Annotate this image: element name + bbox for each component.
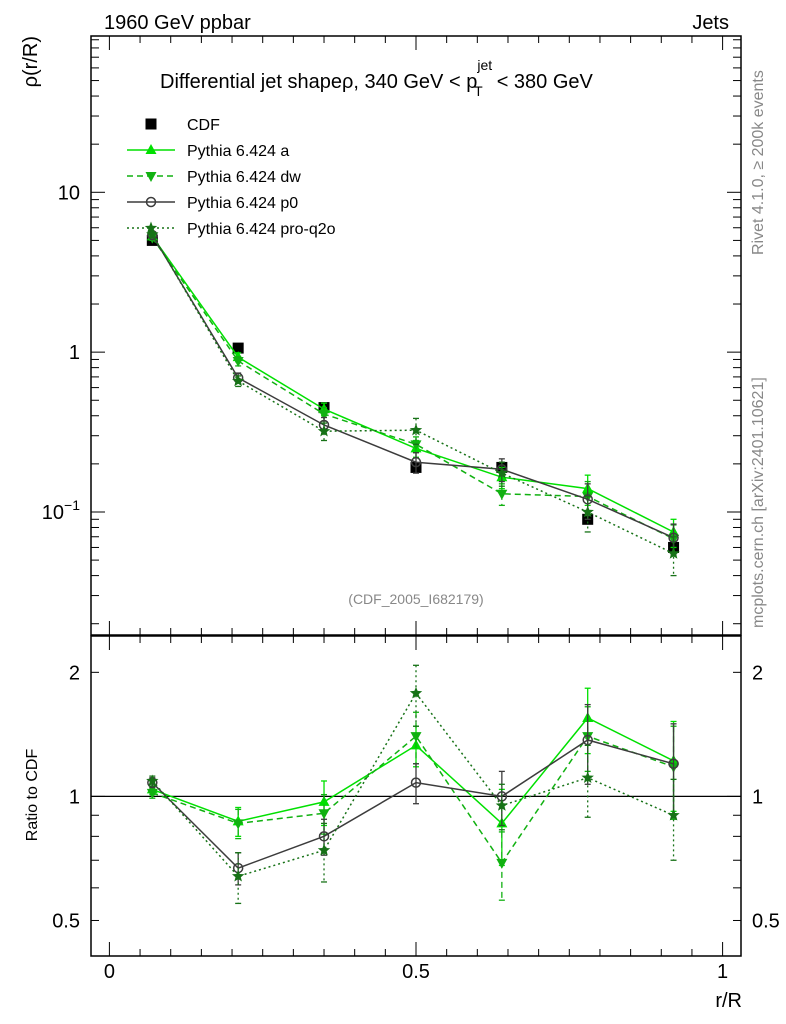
marker-star	[495, 466, 508, 479]
marker-circle-open	[410, 456, 422, 468]
legend-item-0: CDF	[145, 117, 220, 134]
marker-circle-open	[582, 494, 593, 505]
marker-triangle-up	[318, 795, 330, 806]
legend: CDF Pythia 6.424 a Pythia 6.424 dw Pythia 6…	[127, 117, 336, 238]
legend-label: CDF	[187, 117, 220, 134]
marker-triangle-up	[145, 144, 157, 154]
y-tick-label: 2	[69, 662, 80, 684]
marker-star	[232, 869, 245, 882]
y-tick-label-right: 2	[752, 662, 763, 684]
legend-label: Pythia 6.424 pro-q2o	[187, 221, 336, 238]
y-tick-label: 1	[69, 786, 80, 808]
y-tick-label-right: 1	[752, 786, 763, 808]
x-axis-label: r/R	[715, 990, 742, 1012]
marker-star	[146, 774, 159, 787]
marker-square	[232, 342, 244, 354]
rivet-label: Rivet 4.1.0, ≥ 200k events	[750, 70, 767, 255]
marker-triangle-down	[496, 858, 508, 869]
header-right: Jets	[692, 12, 729, 34]
title-suffix: < 380 GeV	[497, 71, 594, 93]
legend-item-2: Pythia 6.424 dw	[127, 169, 301, 186]
series-line	[151, 234, 674, 555]
legend-item-1: Pythia 6.424 a	[127, 143, 289, 160]
series-ratio-1	[146, 706, 680, 901]
legend-item-4: Pythia 6.424 pro-q2o	[127, 221, 336, 238]
x-tick-label: 0	[104, 961, 115, 983]
marker-triangle-down	[410, 440, 422, 451]
y-axis-label-main: ρ(r/R)	[20, 36, 42, 87]
marker-star	[667, 547, 680, 559]
marker-triangle-down	[318, 410, 330, 421]
series-line	[152, 735, 674, 865]
axis-ticks: 10 1 10−1 2 2 1 1 0.5 0.5 0 0.5 1	[42, 36, 780, 983]
main-plot-series	[146, 227, 680, 577]
mcplots-label: mcplots.cern.ch [arXiv:2401.10621]	[750, 377, 767, 628]
series-ratio-2	[147, 703, 679, 886]
marker-star	[581, 771, 594, 783]
marker-triangle-down	[145, 172, 157, 182]
title-sup: jet	[476, 57, 492, 73]
marker-circle-open	[145, 196, 157, 208]
series-main-2	[146, 233, 680, 557]
marker-circle-open	[668, 758, 679, 770]
series-main-4	[146, 227, 680, 577]
legend-label: Pythia 6.424 p0	[187, 195, 298, 212]
marker-triangle-down	[232, 357, 244, 368]
marker-triangle-down	[232, 819, 244, 830]
marker-triangle-down	[496, 489, 508, 500]
y-axis-label-ratio: Ratio to CDF	[24, 749, 41, 842]
ratio-plot-series	[91, 664, 741, 905]
series-line	[151, 235, 674, 533]
y-tick-label: 10−1	[42, 497, 80, 524]
marker-circle-open	[582, 734, 593, 746]
marker-triangle-down	[318, 809, 330, 820]
series-ratio-0	[146, 687, 680, 867]
marker-star	[409, 686, 423, 699]
marker-star	[232, 374, 245, 387]
y-tick-label: 1	[69, 342, 80, 364]
marker-star	[146, 227, 159, 240]
series-line	[151, 237, 674, 540]
title-sub: T	[474, 83, 483, 99]
marker-star	[495, 799, 508, 811]
series-line	[151, 739, 674, 869]
x-tick-label: 1	[717, 961, 728, 983]
marker-triangle-down	[410, 732, 422, 743]
marker-star	[581, 505, 594, 518]
y-tick-label: 10	[58, 182, 80, 204]
marker-star	[409, 423, 423, 436]
marker-star	[667, 808, 680, 821]
header-left: 1960 GeV ppbar	[104, 12, 251, 34]
chart-title: Differential jet shapeρ, 340 GeV < pjet T…	[160, 57, 594, 99]
analysis-id: (CDF_2005_I682179)	[348, 591, 483, 607]
y-tick-label: 0.5	[52, 910, 80, 932]
marker-star	[317, 424, 331, 437]
series-main-3	[147, 229, 679, 556]
marker-circle-open	[318, 831, 330, 842]
x-tick-label: 0.5	[402, 961, 430, 983]
marker-triangle-down	[146, 788, 158, 799]
marker-circle-open	[410, 777, 422, 788]
y-tick-label-right: 0.5	[752, 910, 780, 932]
legend-label: Pythia 6.424 dw	[187, 169, 301, 186]
legend-item-3: Pythia 6.424 p0	[127, 195, 298, 212]
marker-square	[145, 118, 157, 130]
marker-star	[317, 843, 331, 856]
legend-label: Pythia 6.424 a	[187, 143, 289, 160]
marker-star	[144, 221, 158, 234]
series-ratio-3	[146, 664, 680, 905]
series-main-1	[146, 230, 680, 549]
title-prefix: Differential jet shapeρ, 340 GeV < p	[160, 71, 477, 93]
